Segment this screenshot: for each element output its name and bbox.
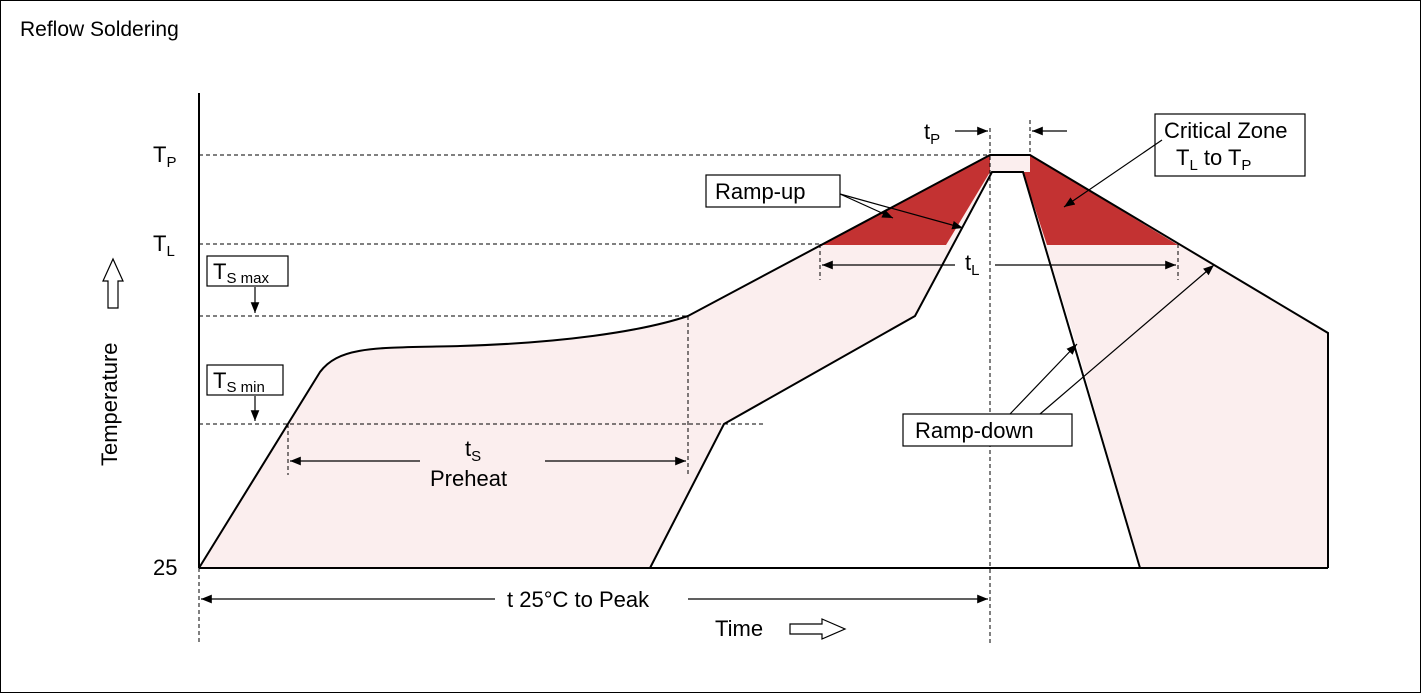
ts-max-label-box	[206, 255, 289, 287]
ramp-up-label: Ramp-up	[715, 179, 805, 204]
ramp-down-label-box	[902, 413, 1073, 447]
diagram-title: Reflow Soldering	[20, 18, 179, 41]
ts-span-label: tS	[465, 436, 481, 465]
preheat-label: Preheat	[430, 466, 507, 491]
ts-min-label: TS min	[213, 368, 265, 396]
tp-tick-label: TP	[153, 142, 176, 171]
critical-zone-right	[1023, 155, 1178, 245]
tl-span-label: tL	[965, 250, 979, 279]
ts-max-label: TS max	[213, 259, 269, 287]
time-arrow-icon	[789, 618, 847, 640]
critical-zone-label-box	[1154, 113, 1306, 177]
ramp-down-label: Ramp-down	[915, 418, 1034, 443]
ramp-up-label-box	[705, 174, 841, 208]
y-axis-label: Temperature	[97, 342, 122, 466]
base-temp-tick-label: 25	[153, 555, 177, 580]
x-axis-label: Time	[715, 616, 763, 641]
t25-to-peak-label: t 25°C to Peak	[507, 587, 650, 612]
critical-zone-pointer	[1063, 139, 1163, 208]
ts-min-label-box	[206, 364, 284, 396]
temperature-arrow-icon	[102, 257, 124, 309]
lower-profile-curve	[649, 171, 1141, 569]
critical-zone-label-line1: Critical Zone	[1164, 118, 1287, 143]
upper-profile-curve	[198, 154, 1329, 569]
critical-zone-label-line2: TL to TP	[1176, 145, 1251, 174]
tl-tick-label: TL	[153, 231, 175, 260]
ramp-up-pointer-2	[839, 193, 964, 230]
profile-envelope	[199, 155, 1328, 568]
ramp-down-pointer-1	[1009, 343, 1078, 415]
tp-span-label: tP	[924, 119, 940, 148]
ramp-up-pointer-1	[839, 193, 894, 219]
ramp-down-pointer-2	[1039, 264, 1215, 415]
